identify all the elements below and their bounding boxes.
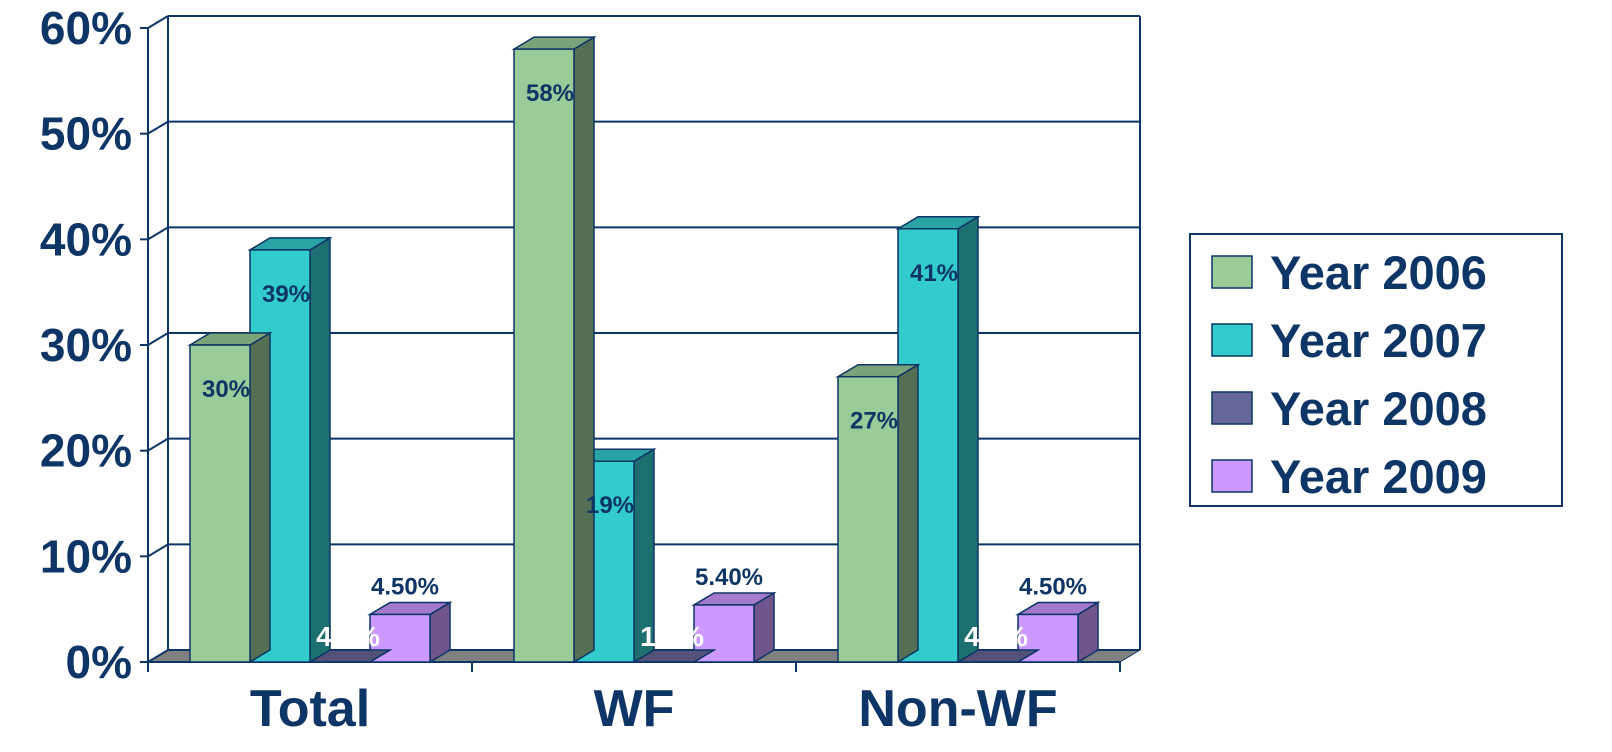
gridline-side	[147, 437, 169, 452]
data-label: 58%	[526, 80, 574, 107]
bar	[187, 331, 273, 664]
data-label: 5.40%	[695, 564, 763, 591]
data-label: 4.5%	[964, 621, 1028, 652]
category-label: WF	[594, 680, 675, 738]
category-label: Non-WF	[858, 680, 1057, 738]
data-labels: 30% 39% 4.2% 4.50% 58% 19% 1.0% 5.40% 27% 41% 4.5%…	[202, 80, 1087, 652]
gridline-side	[147, 120, 169, 135]
data-label: 27%	[850, 408, 898, 435]
bar	[511, 35, 597, 664]
category-label: Total	[250, 680, 370, 738]
legend-label: Year 2007	[1270, 314, 1487, 367]
gridline-side	[147, 226, 169, 241]
bar	[835, 363, 921, 664]
legend-swatch	[1211, 323, 1253, 357]
bar-front	[369, 613, 431, 663]
y-tick-label: 20%	[40, 425, 132, 477]
data-label: 39%	[262, 281, 310, 308]
data-label: 4.50%	[371, 573, 439, 600]
bar-side	[957, 215, 979, 664]
legend-swatch	[1211, 255, 1253, 289]
gridline-side	[147, 15, 169, 29]
legend-swatch	[1211, 391, 1253, 425]
bars	[187, 35, 1101, 664]
data-label: 19%	[586, 492, 634, 519]
bar	[1015, 601, 1101, 664]
y-tick-label: 0%	[66, 636, 132, 688]
data-label: 4.2%	[316, 621, 380, 652]
y-tick-label: 30%	[40, 319, 132, 371]
bar	[367, 601, 453, 664]
gridline-side	[147, 649, 169, 663]
bar-side	[249, 331, 271, 664]
bar-side	[309, 236, 331, 664]
legend-label: Year 2006	[1270, 246, 1487, 299]
bar	[631, 649, 717, 663]
bar-front	[1017, 613, 1079, 663]
gridline-side	[147, 543, 169, 558]
data-label: 1.0%	[640, 621, 704, 652]
bar-side	[573, 35, 595, 664]
legend-label: Year 2009	[1270, 450, 1487, 503]
data-label: 4.50%	[1019, 573, 1087, 600]
axes: 0% 10% 20% 30% 40% 50% 60% Total WF Non-WF	[40, 2, 1121, 738]
bar-front	[189, 344, 251, 663]
bar-front	[513, 48, 575, 663]
gridline-side	[147, 332, 169, 346]
bar-front	[837, 375, 899, 663]
legend-label: Year 2008	[1270, 382, 1487, 435]
y-tick-label: 40%	[40, 213, 132, 265]
bar-side	[897, 363, 919, 664]
legend: Year 2006 Year 2007 Year 2008 Year 2009	[1189, 233, 1563, 507]
data-label: 30%	[202, 376, 250, 403]
y-tick-label: 50%	[40, 108, 132, 160]
y-tick-label: 10%	[40, 530, 132, 582]
data-label: 41%	[910, 260, 958, 287]
legend-swatch	[1211, 459, 1253, 493]
y-tick-label: 60%	[40, 2, 132, 54]
